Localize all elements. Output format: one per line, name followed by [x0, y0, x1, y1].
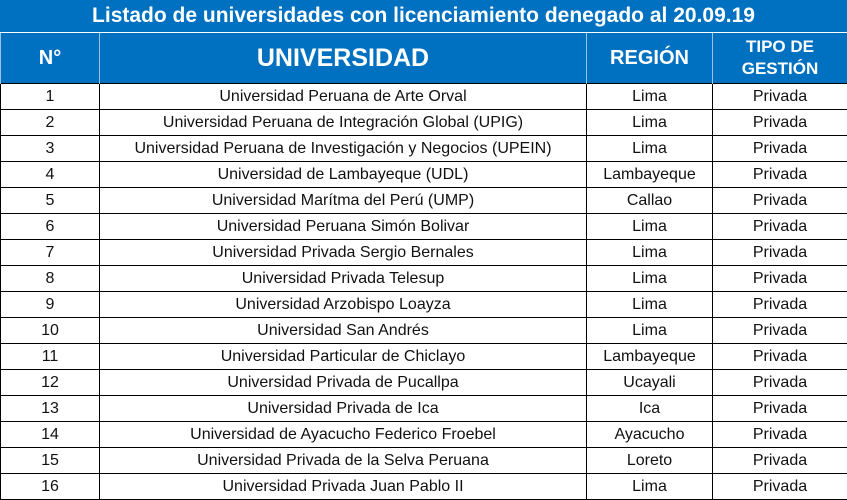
- cell-management-type: Privada: [712, 395, 847, 422]
- cell-university: Universidad Privada Telesup: [99, 265, 587, 292]
- cell-university: Universidad de Ayacucho Federico Froebel: [99, 421, 587, 448]
- cell-number: 5: [0, 187, 100, 214]
- table-row: 15 Universidad Privada de la Selva Peruan…: [0, 447, 847, 474]
- cell-number: 4: [0, 161, 100, 188]
- cell-university: Universidad Peruana de Arte Orval: [99, 83, 587, 110]
- cell-region: Lambayeque: [586, 343, 713, 370]
- cell-region: Lima: [586, 265, 713, 292]
- cell-region: Lima: [586, 317, 713, 344]
- table-row: 11 Universidad Particular de Chiclayo Lamb…: [0, 343, 847, 370]
- cell-university: Universidad Peruana de Integración Globa…: [99, 109, 587, 136]
- column-header-region: REGIÓN: [586, 33, 713, 84]
- cell-number: 16: [0, 473, 100, 500]
- cell-region: Lima: [586, 291, 713, 318]
- cell-university: Universidad Privada de Ica: [99, 395, 587, 422]
- cell-university: Universidad Privada de Pucallpa: [99, 369, 587, 396]
- cell-management-type: Privada: [712, 161, 847, 188]
- cell-region: Lima: [586, 213, 713, 240]
- table-row: 5 Universidad Marítma del Perú (UMP) Calla…: [0, 187, 847, 214]
- cell-number: 3: [0, 135, 100, 162]
- cell-region: Lima: [586, 109, 713, 136]
- cell-university: Universidad San Andrés: [99, 317, 587, 344]
- cell-region: Lima: [586, 135, 713, 162]
- cell-number: 14: [0, 421, 100, 448]
- column-header-management-type: TIPO DE GESTIÓN: [712, 33, 847, 84]
- cell-management-type: Privada: [712, 421, 847, 448]
- cell-number: 2: [0, 109, 100, 136]
- cell-university: Universidad Privada Sergio Bernales: [99, 239, 587, 266]
- cell-number: 1: [0, 83, 100, 110]
- cell-management-type: Privada: [712, 135, 847, 162]
- cell-region: Lima: [586, 239, 713, 266]
- cell-management-type: Privada: [712, 83, 847, 110]
- table-row: 4 Universidad de Lambayeque (UDL) Lambayeq…: [0, 161, 847, 188]
- cell-region: Callao: [586, 187, 713, 214]
- column-header-number: N°: [0, 33, 100, 84]
- cell-management-type: Privada: [712, 317, 847, 344]
- cell-university: Universidad de Lambayeque (UDL): [99, 161, 587, 188]
- cell-number: 6: [0, 213, 100, 240]
- cell-university: Universidad Privada Juan Pablo II: [99, 473, 587, 500]
- cell-region: Ucayali: [586, 369, 713, 396]
- column-header-university: UNIVERSIDAD: [99, 33, 587, 84]
- cell-number: 15: [0, 447, 100, 474]
- cell-number: 7: [0, 239, 100, 266]
- cell-number: 12: [0, 369, 100, 396]
- cell-region: Ayacucho: [586, 421, 713, 448]
- cell-management-type: Privada: [712, 109, 847, 136]
- table-row: 3 Universidad Peruana de Investigación y …: [0, 135, 847, 162]
- table-row: 13 Universidad Privada de Ica Ica Privada: [0, 395, 847, 422]
- table-row: 9 Universidad Arzobispo Loayza Lima Privada: [0, 291, 847, 318]
- cell-number: 10: [0, 317, 100, 344]
- table-row: 10 Universidad San Andrés Lima Privada: [0, 317, 847, 344]
- table-row: 12 Universidad Privada de Pucallpa Ucayali…: [0, 369, 847, 396]
- table-row: 2 Universidad Peruana de Integración Glob…: [0, 109, 847, 136]
- cell-region: Lima: [586, 473, 713, 500]
- cell-university: Universidad Peruana de Investigación y N…: [99, 135, 587, 162]
- cell-management-type: Privada: [712, 187, 847, 214]
- cell-region: Loreto: [586, 447, 713, 474]
- table-row: 6 Universidad Peruana Simón Bolivar Lima Pr…: [0, 213, 847, 240]
- table-row: 7 Universidad Privada Sergio Bernales Lima…: [0, 239, 847, 266]
- cell-management-type: Privada: [712, 369, 847, 396]
- cell-management-type: Privada: [712, 213, 847, 240]
- cell-university: Universidad Arzobispo Loayza: [99, 291, 587, 318]
- cell-management-type: Privada: [712, 239, 847, 266]
- table-row: 1 Universidad Peruana de Arte Orval Lima Pr…: [0, 83, 847, 110]
- table-row: 8 Universidad Privada Telesup Lima Privada: [0, 265, 847, 292]
- table-title: Listado de universidades con licenciamie…: [0, 0, 847, 33]
- cell-management-type: Privada: [712, 343, 847, 370]
- cell-university: Universidad Privada de la Selva Peruana: [99, 447, 587, 474]
- cell-university: Universidad Peruana Simón Bolivar: [99, 213, 587, 240]
- cell-number: 9: [0, 291, 100, 318]
- cell-university: Universidad Particular de Chiclayo: [99, 343, 587, 370]
- cell-number: 13: [0, 395, 100, 422]
- cell-management-type: Privada: [712, 473, 847, 500]
- cell-number: 8: [0, 265, 100, 292]
- cell-management-type: Privada: [712, 291, 847, 318]
- cell-number: 11: [0, 343, 100, 370]
- table-row: 14 Universidad de Ayacucho Federico Froeb…: [0, 421, 847, 448]
- cell-region: Ica: [586, 395, 713, 422]
- cell-university: Universidad Marítma del Perú (UMP): [99, 187, 587, 214]
- cell-region: Lima: [586, 83, 713, 110]
- cell-management-type: Privada: [712, 447, 847, 474]
- cell-region: Lambayeque: [586, 161, 713, 188]
- header-row: N° UNIVERSIDAD REGIÓN TIPO DE GESTIÓN: [0, 33, 847, 84]
- table-row: 16 Universidad Privada Juan Pablo II Lima P…: [0, 473, 847, 500]
- cell-management-type: Privada: [712, 265, 847, 292]
